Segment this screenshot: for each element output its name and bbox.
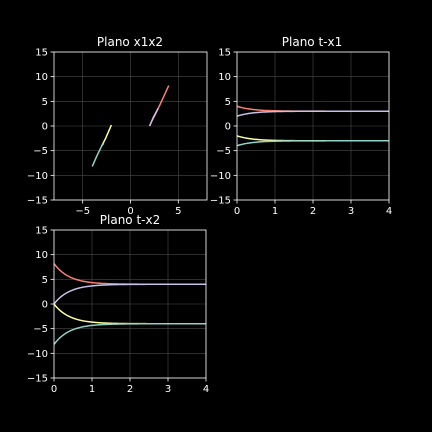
series-line-4 <box>53 322 206 345</box>
x-tick-label: 0 <box>127 206 133 217</box>
y-tick-label: −10 <box>27 171 48 182</box>
x-tick-label: 2 <box>310 206 316 217</box>
series-line-4 <box>91 142 105 167</box>
x-tick-label: 1 <box>89 384 95 395</box>
y-tick-label: 10 <box>35 250 48 261</box>
y-tick-label: −15 <box>27 374 48 385</box>
panel-title-x1x2: Plano x1x2 <box>97 35 163 49</box>
y-tick-label: 15 <box>35 226 48 237</box>
x-tick-label: 4 <box>203 384 209 395</box>
y-tick-label: 0 <box>225 122 231 133</box>
panel-t-x1: Plano t-x1 0 1 2 3 4 −15 −10 −5 0 5 10 15 <box>210 35 392 217</box>
panel-x1x2: Plano x1x2 −5 0 5 −15 −10 −5 0 5 10 15 <box>27 35 208 217</box>
series-line-2 <box>53 283 206 305</box>
y-tick-label: −5 <box>216 146 231 157</box>
y-tick-label: −5 <box>33 324 48 335</box>
y-tick-label: 0 <box>42 300 48 311</box>
x-tick-label: 2 <box>127 384 133 395</box>
x-tick-label: 4 <box>386 206 392 217</box>
series-line-2 <box>148 107 159 127</box>
x-tick-label: 0 <box>234 206 240 217</box>
y-tick-label: −5 <box>33 146 48 157</box>
x-tick-label: 0 <box>51 384 57 395</box>
x-tick-label: 3 <box>165 384 171 395</box>
y-tick-label: 5 <box>225 97 231 108</box>
y-tick-label: 10 <box>35 72 48 83</box>
series-line-4 <box>236 140 389 147</box>
x-tick-label: 3 <box>348 206 354 217</box>
y-tick-label: 10 <box>218 72 231 83</box>
y-tick-label: 0 <box>42 122 48 133</box>
y-tick-label: −15 <box>27 196 48 207</box>
panel-title-t-x2: Plano t-x2 <box>100 213 160 227</box>
series-line-2 <box>236 110 389 117</box>
panel-title-t-x1: Plano t-x1 <box>282 35 342 49</box>
y-tick-label: −15 <box>210 196 231 207</box>
panel-t-x2: Plano t-x2 0 1 2 3 4 −15 −10 −5 0 5 10 15 <box>27 213 209 395</box>
y-tick-label: 15 <box>218 48 231 59</box>
x-tick-label: 5 <box>175 206 181 217</box>
y-tick-label: 15 <box>35 48 48 59</box>
x-tick-label: −5 <box>75 206 90 217</box>
y-tick-label: −10 <box>210 171 231 182</box>
y-tick-label: −10 <box>27 349 48 360</box>
x-tick-label: 1 <box>272 206 278 217</box>
y-tick-label: 5 <box>42 275 48 286</box>
y-tick-label: 5 <box>42 97 48 108</box>
